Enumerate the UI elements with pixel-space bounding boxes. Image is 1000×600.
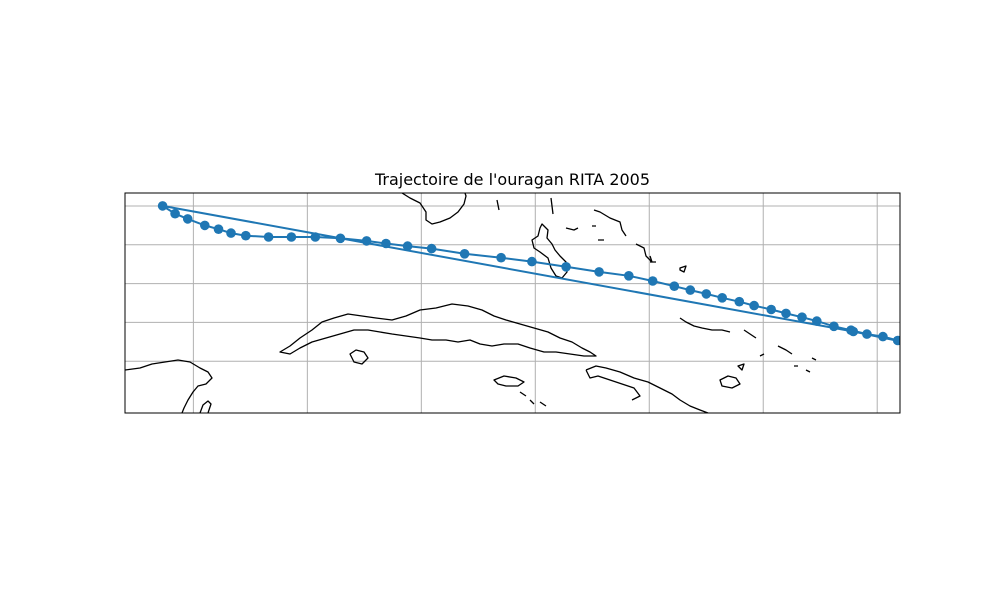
track-point-6	[241, 230, 251, 241]
coastline-bahamas-e	[635, 243, 687, 273]
coastline-small-islands	[519, 353, 817, 407]
track-point-16	[496, 252, 506, 263]
coastline-bahamas-n	[565, 209, 627, 241]
map-background	[125, 193, 900, 413]
track-point-36	[892, 335, 900, 346]
coastline-isle-of-youth	[349, 349, 369, 365]
track-point-31	[812, 316, 822, 326]
track-point-27	[749, 300, 759, 311]
track-point-1	[170, 208, 180, 219]
track-point-14	[426, 243, 437, 254]
track-point-15	[459, 249, 470, 259]
track-point-30	[797, 312, 807, 323]
track-point-40	[848, 326, 859, 337]
track-point-20	[624, 271, 634, 281]
track-point-9	[310, 232, 321, 242]
track-point-0	[157, 201, 168, 211]
coastline-florida	[401, 193, 467, 225]
track-point-8	[286, 232, 297, 242]
coastline-keys	[496, 197, 554, 215]
track-point-21	[647, 276, 658, 286]
coastline-jamaica	[493, 375, 525, 387]
coastline-turks-caicos	[679, 317, 793, 355]
track-point-3	[200, 220, 210, 231]
track-point-12	[381, 238, 391, 249]
track-point-35	[878, 331, 888, 342]
track-point-11	[361, 236, 372, 246]
map-frame	[124, 192, 901, 414]
map-axes	[125, 193, 900, 413]
track-point-10	[335, 233, 346, 244]
coastline-yucatan-south	[199, 400, 212, 413]
coastline-cuba	[279, 303, 597, 357]
track-point-25	[717, 293, 727, 303]
coastlines	[125, 193, 817, 413]
track-point-28	[766, 304, 776, 315]
track-point-2	[182, 214, 193, 224]
track-point-18	[561, 262, 571, 272]
track-point-24	[701, 289, 712, 299]
chart-title: Trajectoire de l'ouragan RITA 2005	[374, 170, 650, 189]
track-point-4	[213, 224, 224, 234]
track-point-19	[594, 267, 604, 277]
track-point-17	[527, 256, 537, 267]
track-point-32	[829, 321, 839, 332]
coastline-yucatan	[125, 359, 213, 413]
track-point-5	[226, 228, 236, 238]
gridlines	[125, 193, 900, 413]
track-points	[157, 201, 900, 346]
track-point-7	[263, 232, 274, 242]
track-point-34	[862, 329, 872, 339]
track-point-29	[781, 308, 791, 319]
storm-track	[157, 201, 900, 346]
track-point-13	[402, 241, 413, 251]
track-point-23	[685, 285, 696, 295]
track-point-22	[669, 281, 680, 292]
coastline-hispaniola	[585, 365, 709, 413]
track-point-26	[734, 296, 745, 307]
